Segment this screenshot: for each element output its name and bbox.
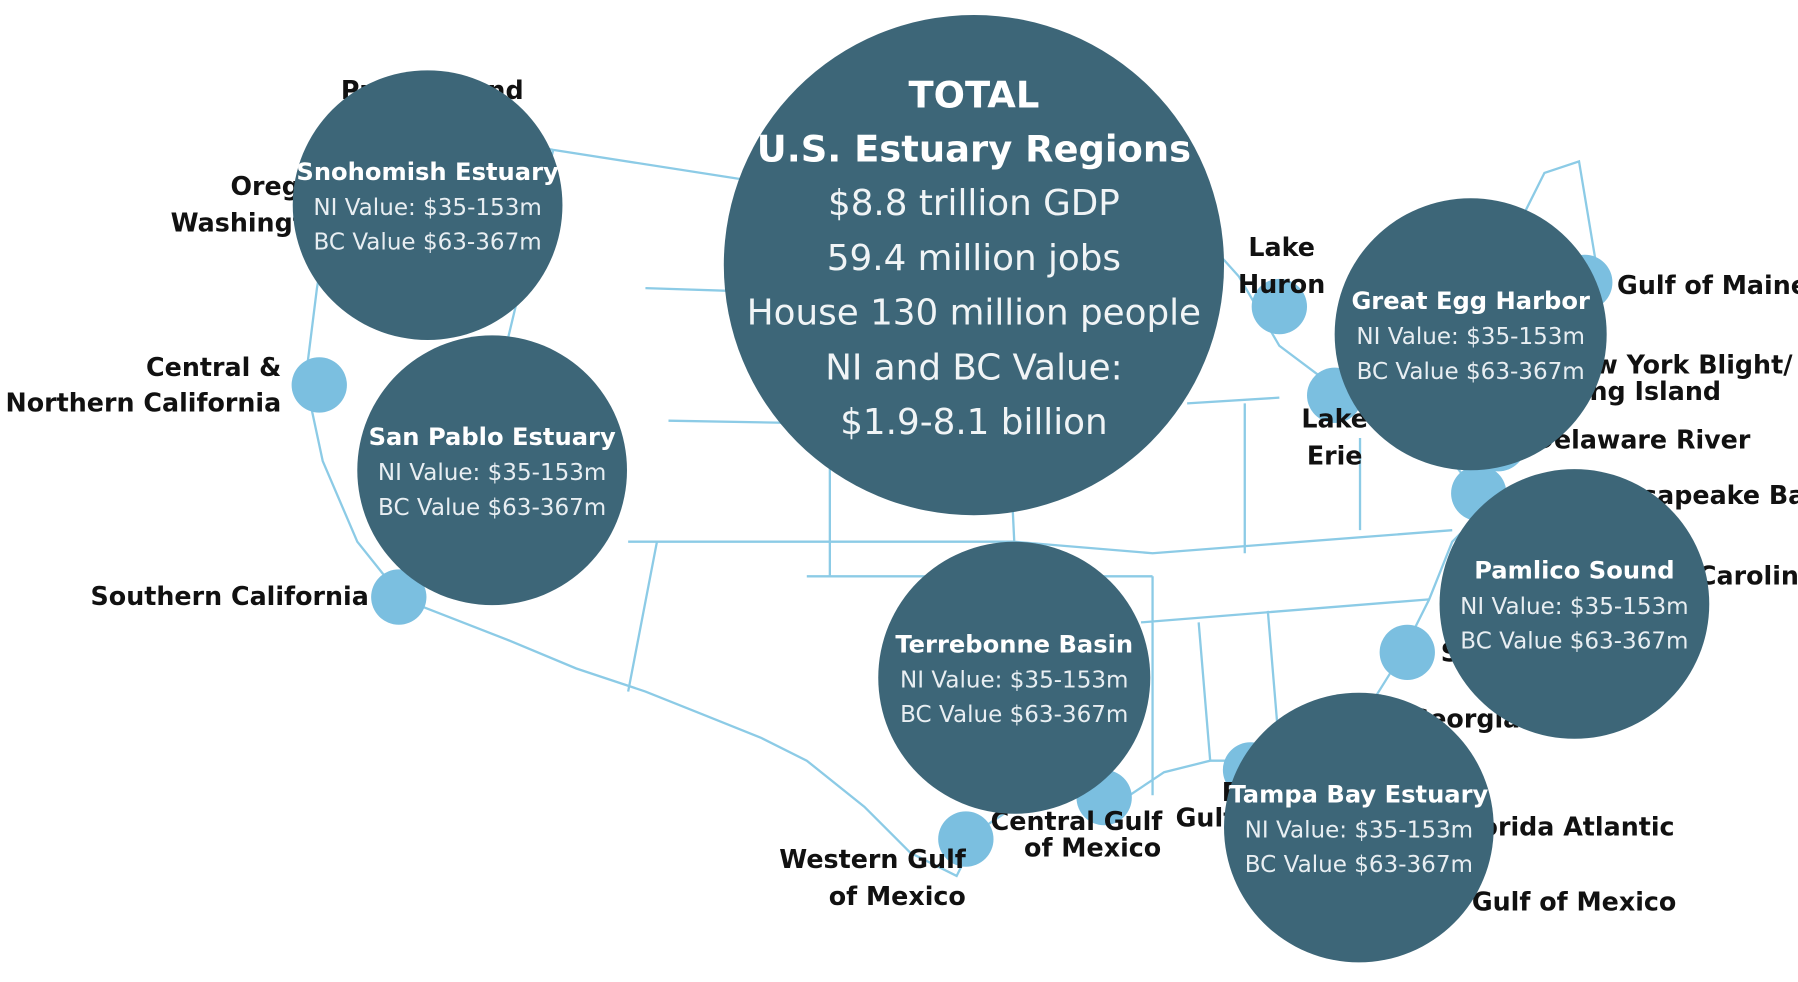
ni-value: NI Value: $35-153m [313, 195, 542, 221]
bc-value: BC Value $63-367m [378, 495, 606, 521]
estuary-name: Terrebonne Basin [895, 630, 1133, 658]
ni-value: NI Value: $35-153m [378, 460, 607, 486]
total-title: TOTAL [909, 73, 1040, 116]
bc-value: BC Value $63-367m [1245, 852, 1473, 878]
estuary-circle [878, 541, 1151, 814]
total-circle [723, 14, 1225, 516]
total-line: NI and BC Value: [825, 347, 1122, 388]
region-label: Gulf of Mexico [1472, 887, 1677, 917]
total-line: 59.4 million jobs [827, 238, 1121, 279]
estuary-name: Pamlico Sound [1474, 557, 1674, 585]
bc-value: BC Value $63-367m [1460, 628, 1688, 654]
region-label: Southern California [91, 581, 369, 611]
estuary-circle [1439, 469, 1710, 739]
ni-value: NI Value: $35-153m [1356, 324, 1585, 350]
estuary-circle [357, 335, 627, 606]
total-line: House 130 million people [747, 293, 1201, 334]
estuary-circle [292, 70, 563, 341]
estuary-circle [1334, 198, 1607, 471]
region-dot [291, 357, 347, 413]
ni-value: NI Value: $35-153m [900, 668, 1128, 694]
region-label: Huron [1238, 269, 1325, 299]
total-line: $1.9-8.1 billion [840, 402, 1107, 443]
bc-value: BC Value $63-367m [1357, 359, 1585, 385]
region-dot [371, 569, 427, 625]
bc-value: BC Value $63-367m [900, 702, 1128, 728]
ni-value: NI Value: $35-153m [1460, 594, 1689, 620]
region-dot [1251, 278, 1308, 335]
bc-value: BC Value $63-367m [314, 230, 542, 256]
region-label: of Mexico [829, 881, 966, 911]
estuary-name: Snohomish Estuary [296, 158, 559, 186]
region-label: Lake [1248, 232, 1315, 262]
estuary-circle [1224, 692, 1494, 963]
total-subtitle: U.S. Estuary Regions [757, 127, 1191, 170]
region-label: Erie [1307, 441, 1363, 471]
region-label: Central & [146, 352, 281, 382]
total-line: $8.8 trillion GDP [828, 183, 1120, 224]
estuary-name: Tampa Bay Estuary [1229, 780, 1488, 808]
region-label: of Mexico [1024, 832, 1161, 862]
estuary-name: Great Egg Harbor [1351, 287, 1589, 315]
region-label: Gulf of Maine [1617, 270, 1798, 300]
region-label: Delaware River [1533, 424, 1751, 454]
region-dot [1379, 624, 1435, 681]
ni-value: NI Value: $35-153m [1245, 818, 1474, 844]
estuary-name: San Pablo Estuary [369, 423, 616, 451]
region-label: Northern California [6, 388, 282, 418]
region-label: Western Gulf [779, 844, 967, 874]
region-dot [938, 811, 994, 867]
